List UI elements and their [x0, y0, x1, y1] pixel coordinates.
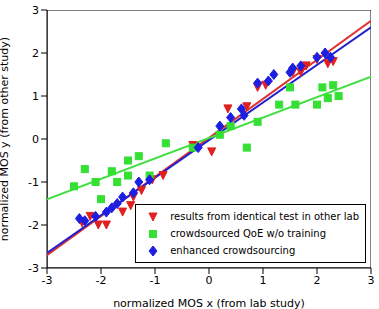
- svg-text:-1: -1: [28, 176, 39, 189]
- svg-text:0: 0: [32, 133, 39, 146]
- svg-text:1: 1: [260, 274, 267, 287]
- html-text:enhanced crowdsourcing: enhanced crowdsourcing: [170, 245, 296, 256]
- svg-text:-2: -2: [96, 274, 107, 287]
- svg-text:3: 3: [32, 4, 39, 17]
- html-text:crowdsourced QoE w/o training: crowdsourced QoE w/o training: [170, 228, 327, 239]
- svg-text:0: 0: [206, 274, 213, 287]
- svg-text:3: 3: [368, 274, 372, 287]
- svg-text:1: 1: [32, 90, 39, 103]
- svg-text:normalized MOS y (from other s: normalized MOS y (from other study): [8, 37, 11, 241]
- svg-text:-1: -1: [150, 274, 161, 287]
- svg-text:-3: -3: [42, 274, 53, 287]
- svg-text:-2: -2: [28, 219, 39, 232]
- svg-text:2: 2: [32, 47, 39, 60]
- svg-text:2: 2: [314, 274, 321, 287]
- svg-text:normalized MOS x (from lab stu: normalized MOS x (from lab study): [113, 297, 305, 309]
- html-text:results from identical test in: results from identical test in other lab: [170, 211, 359, 222]
- svg-text:-3: -3: [28, 262, 39, 275]
